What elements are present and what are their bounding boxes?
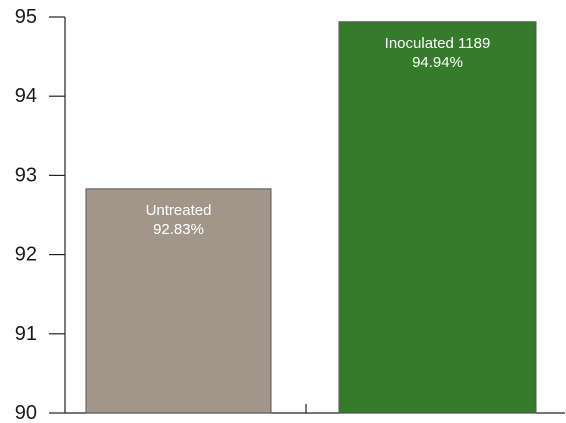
bar-category-label: Inoculated 1189 [385,35,491,52]
bars [85,21,537,414]
bar-inoculated [338,21,537,414]
bar-untreated [85,188,272,414]
y-tick-label: 91 [15,323,37,345]
bar-value-label: 94.94% [412,54,463,71]
bar-labels: Untreated 92.83% Inoculated 1189 94.94% [146,35,491,238]
y-tick-label: 90 [15,402,37,423]
y-tick-label: 92 [15,244,37,266]
bar-category-label: Untreated [146,202,212,219]
bar-value-label: 92.83% [153,221,204,238]
y-tick-label: 95 [15,6,37,28]
y-tick-label: 93 [15,164,37,186]
y-tick-label: 94 [15,85,37,107]
